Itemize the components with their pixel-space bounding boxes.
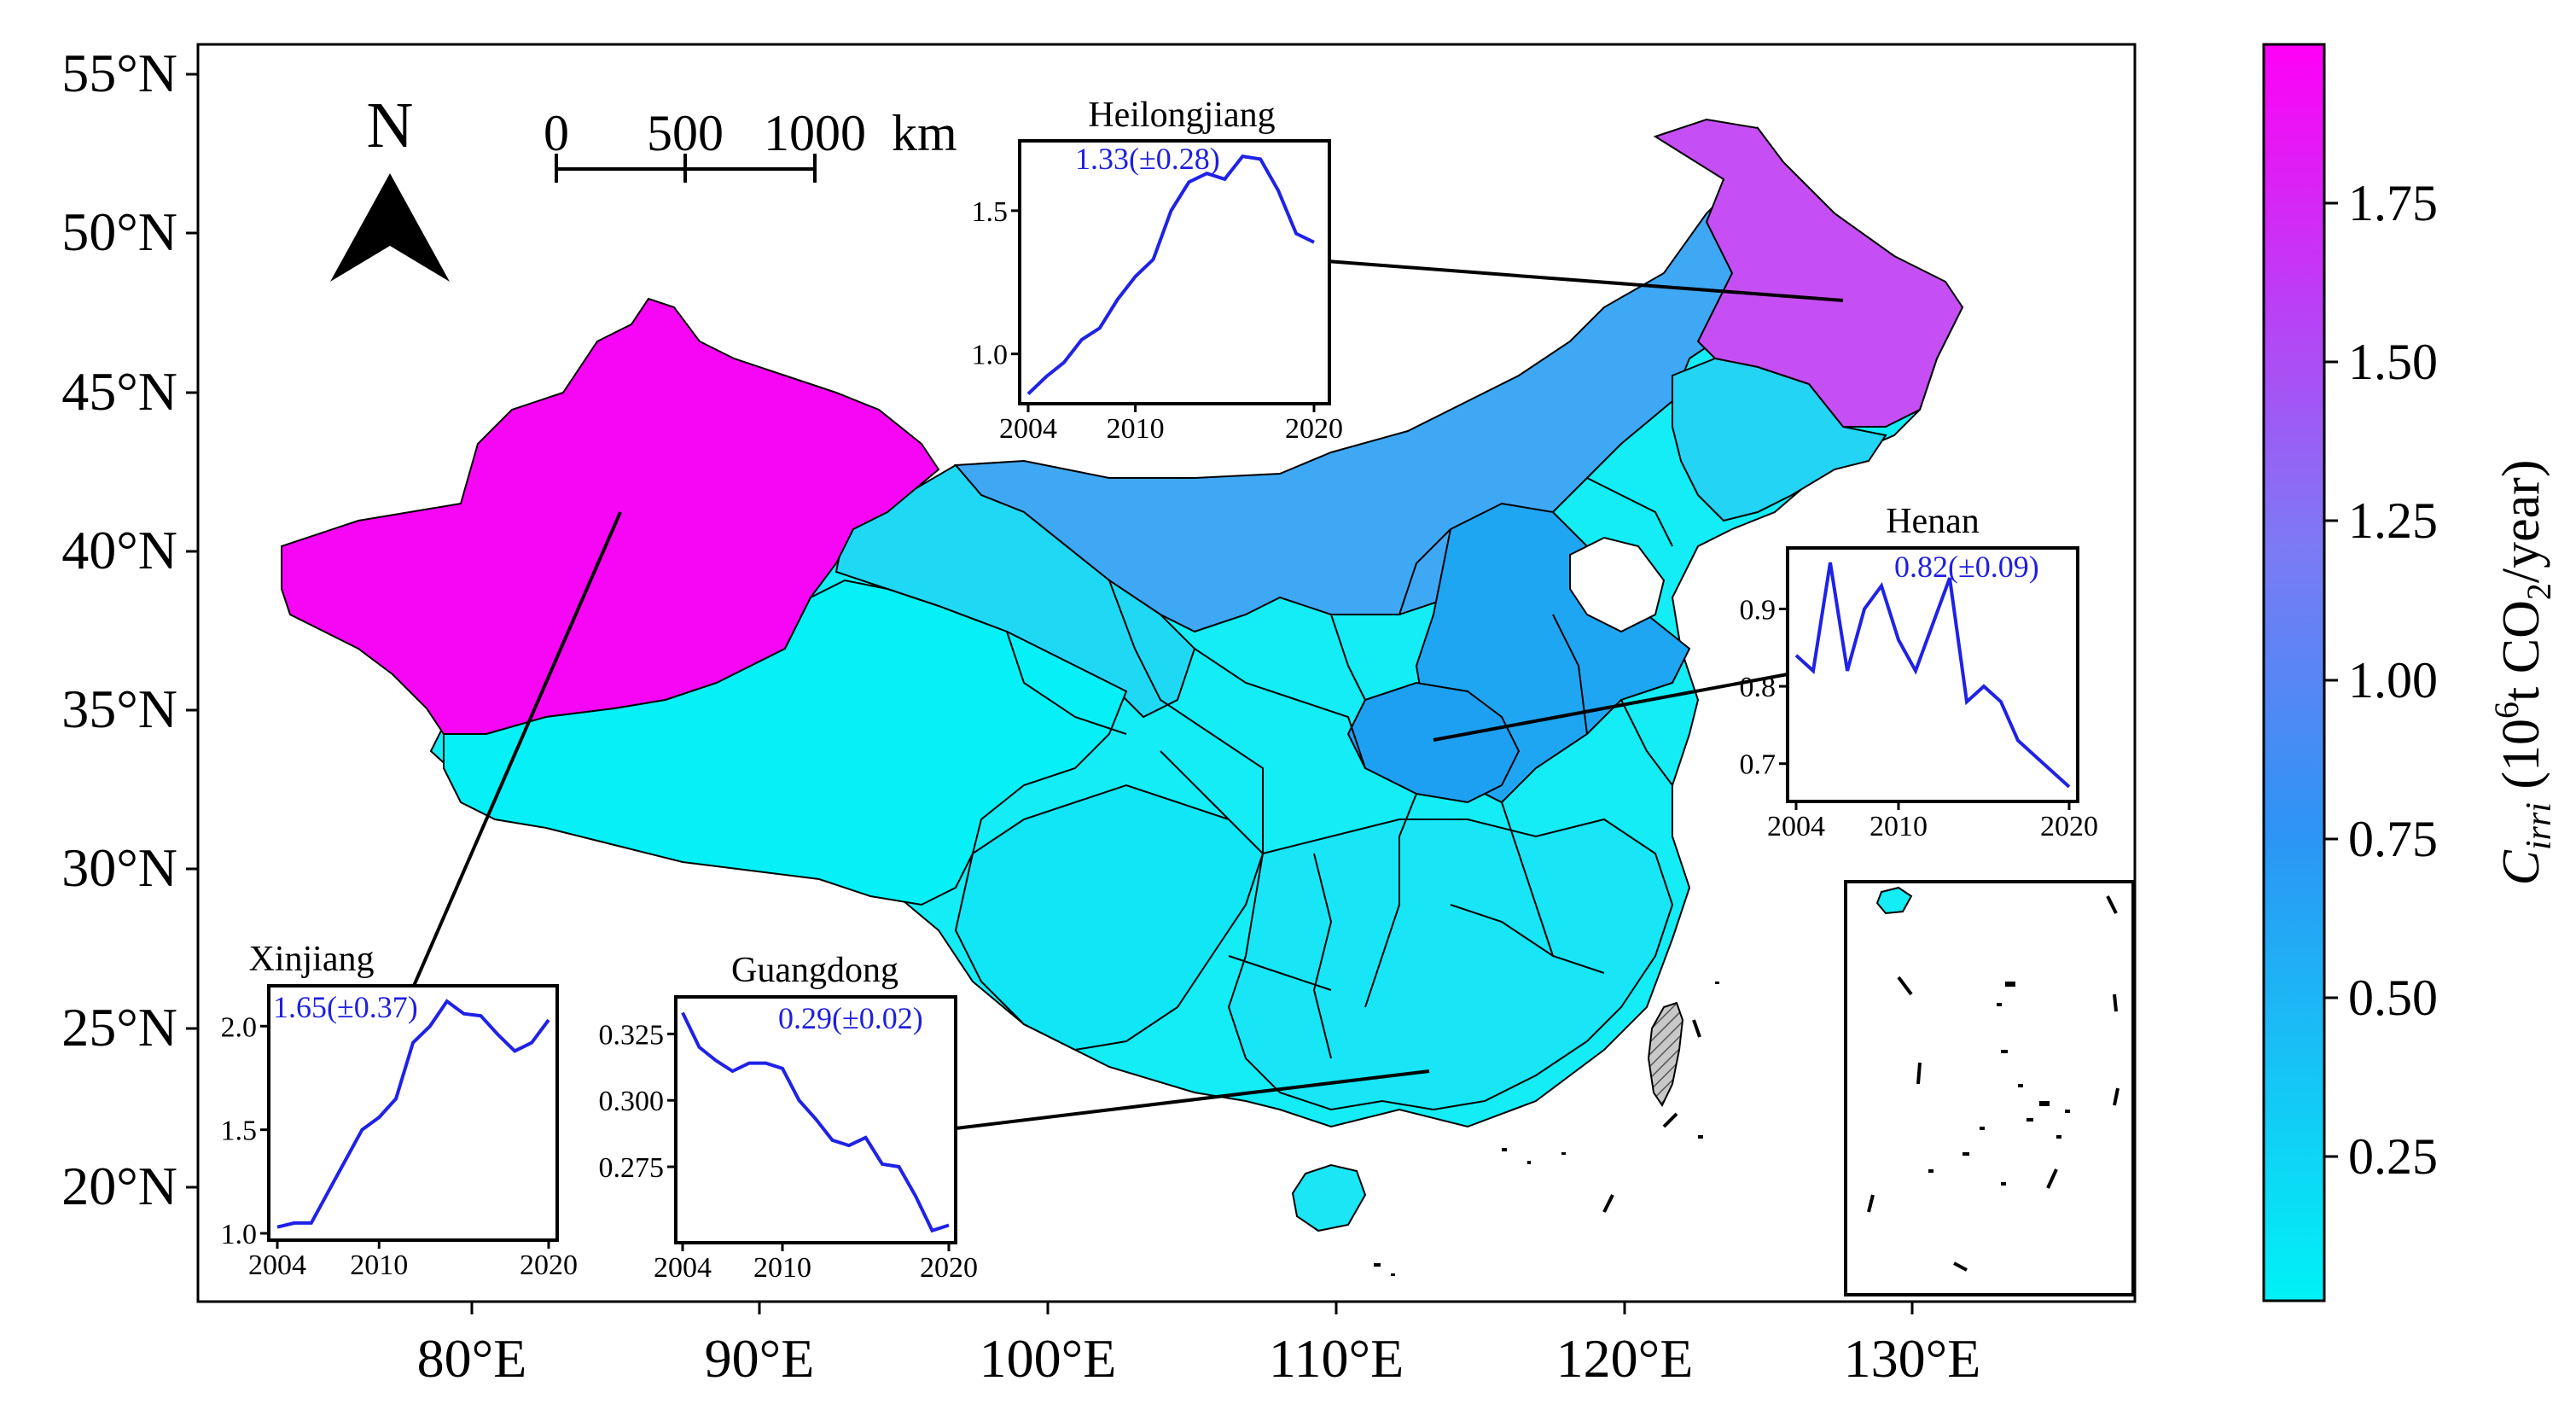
inset-x-tick-label: 2020: [920, 1252, 978, 1284]
scale-tick-0: 0: [544, 105, 569, 161]
colorbar-ticks: 1.75 1.50 1.25 1.00 0.75 0.50 0.25: [2324, 175, 2438, 1185]
inset-henan-line: [1794, 562, 2071, 789]
sea-islands: [1374, 982, 1719, 1276]
inset-henan-title: Henan: [1886, 502, 1980, 541]
lon-label: 120°E: [1556, 1328, 1694, 1389]
colorbar-tick-label: 0.75: [2348, 811, 2438, 867]
inset-guangdong-line: [681, 1011, 950, 1233]
inset-y-tick-label: 0.325: [599, 1019, 665, 1051]
scale-unit: km: [892, 105, 957, 161]
south-china-region: [1227, 818, 1674, 1111]
inset-x-tick-label: 2020: [520, 1250, 578, 1281]
inset-guangdong-stat: 0.29(±0.02): [778, 1001, 923, 1035]
north-arrow-label: N: [367, 90, 414, 161]
colorbar-tick-label: 1.00: [2348, 652, 2438, 708]
scale-tick-500: 500: [647, 105, 724, 161]
tibet-region: [443, 579, 1128, 906]
lat-label: 50°N: [61, 201, 177, 262]
inset-heilongjiang-title: Heilongjiang: [1088, 96, 1275, 135]
inset-heilongjiang-line: [1026, 154, 1315, 396]
inset-x-tick-label: 2020: [1285, 413, 1343, 445]
inset-x-tick-label: 2010: [1869, 811, 1928, 842]
inset-x-tick-label: 2010: [350, 1250, 408, 1281]
lon-label: 90°E: [705, 1328, 815, 1389]
lat-label: 30°N: [61, 837, 177, 898]
lon-label: 80°E: [417, 1328, 527, 1389]
heilongjiang-region: [1653, 118, 1964, 428]
province-boundaries: [1006, 477, 1673, 1059]
inset-xinjiang-line: [276, 999, 550, 1229]
colorbar-tick-label: 1.75: [2348, 175, 2438, 231]
inset-y-tick-label: 0.7: [1740, 749, 1776, 781]
colorbar: 1.75 1.50 1.25 1.00 0.75 0.50 0.25 Cirri (106t…: [2262, 43, 2559, 1302]
inset-x-tick-label: 2004: [1767, 811, 1825, 842]
south-china-sea-inset: [1844, 880, 2135, 1296]
longitude-axis: 80°E 90°E 100°E 110°E 120°E 130°E: [417, 1302, 1981, 1389]
colorbar-gradient: [2262, 43, 2326, 1302]
inset-y-tick-label: 1.0: [972, 340, 1009, 371]
inset-heilongjiang-stat: 1.33(±0.28): [1075, 142, 1220, 176]
colorbar-tick-label: 1.25: [2348, 492, 2438, 549]
inset-y-tick-label: 1.5: [972, 196, 1009, 228]
lat-label: 25°N: [61, 997, 177, 1058]
colorbar-tick-label: 1.50: [2348, 334, 2438, 390]
xinjiang-region: [281, 297, 940, 735]
nine-dash-line-segments: [1602, 1019, 1701, 1213]
inset-x-tick-label: 2004: [999, 413, 1057, 445]
southwest-region: [954, 784, 1265, 1052]
inset-heilongjiang: Heilongjiang 1.33(±0.28) 2004 2010 2020 1.5…: [972, 96, 1344, 445]
inset-henan: Henan 0.82(±0.09) 2004 2010 2020 0.9 0.8 0.7: [1740, 502, 2099, 842]
inset-xinjiang-title: Xinjiang: [249, 940, 375, 979]
inset-y-tick-label: 0.275: [599, 1152, 665, 1184]
inset-guangdong-title: Guangdong: [731, 951, 898, 990]
colorbar-tick-label: 0.25: [2348, 1128, 2438, 1185]
lat-label: 35°N: [61, 679, 177, 739]
inset-x-tick-label: 2004: [248, 1250, 306, 1281]
leader-lines: [412, 259, 1844, 1130]
north-arrow-icon: [330, 173, 450, 282]
henan-region: [1346, 681, 1521, 804]
inset-x-tick-label: 2020: [2040, 811, 2098, 842]
inset-guangdong: Guangdong 0.29(±0.02) 2004 2010 2020 0.325 0…: [599, 951, 979, 1284]
inset-x-tick-label: 2010: [753, 1252, 811, 1284]
taiwan-region: [1647, 1001, 1684, 1108]
inset-y-tick-label: 0.8: [1740, 672, 1776, 703]
inset-y-tick-label: 1.0: [221, 1219, 258, 1250]
colorbar-label: Cirri (106t CO2/year): [2487, 460, 2559, 886]
inset-xinjiang-stat: 1.65(±0.37): [273, 990, 418, 1024]
inset-y-tick-label: 0.300: [599, 1086, 665, 1117]
lon-label: 110°E: [1269, 1328, 1404, 1389]
lon-label: 100°E: [980, 1328, 1117, 1389]
lat-label: 45°N: [61, 361, 177, 422]
map-regions: [281, 118, 1964, 1276]
hainan-region: [1291, 1163, 1367, 1232]
inset-x-tick-label: 2010: [1107, 413, 1165, 445]
north-arrow: N: [330, 90, 450, 282]
colorbar-tick-label: 0.50: [2348, 970, 2438, 1026]
jilin-region: [1672, 357, 1887, 522]
inset-xinjiang: Xinjiang 1.65(±0.37) 2004 2010 2020 2.0 1.5 1…: [221, 940, 579, 1281]
inset-y-tick-label: 0.9: [1740, 594, 1776, 626]
inset-henan-stat: 0.82(±0.09): [1894, 550, 2039, 584]
bohai-sea: [1569, 536, 1666, 633]
inset-y-tick-label: 2.0: [221, 1011, 258, 1043]
lat-label: 20°N: [61, 1156, 177, 1216]
inset-x-tick-label: 2004: [654, 1252, 712, 1284]
lat-label: 40°N: [61, 520, 177, 580]
lon-label: 130°E: [1844, 1328, 1981, 1389]
latitude-axis: 55°N 50°N 45°N 40°N 35°N 30°N 25°N 20°N: [61, 43, 198, 1216]
inset-y-tick-label: 1.5: [221, 1116, 258, 1147]
scale-bar: 0 500 1000 km: [544, 105, 957, 183]
scale-tick-1000: 1000: [764, 105, 866, 161]
lat-label: 55°N: [61, 43, 177, 103]
